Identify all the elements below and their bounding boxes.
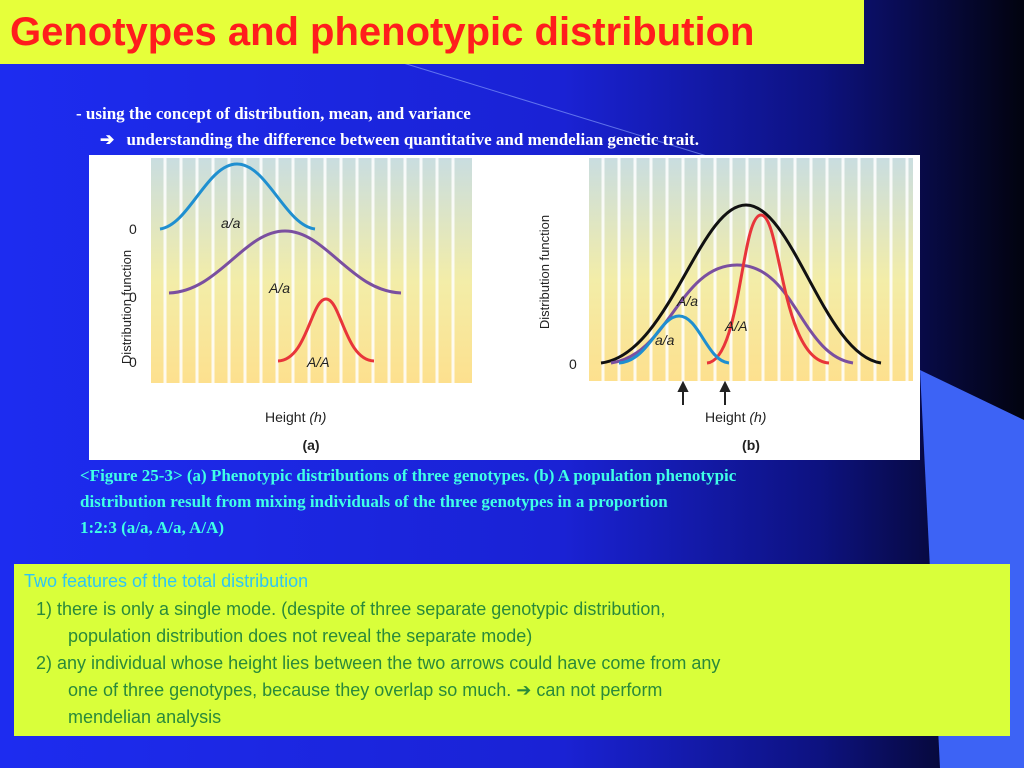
features-box: Two features of the total distribution 1… xyxy=(14,564,1010,736)
features-heading: Two features of the total distribution xyxy=(24,571,309,591)
caption-line-2: distribution result from mixing individu… xyxy=(80,492,668,511)
curve-label-Aa: A/a xyxy=(268,280,290,296)
diagonal-light-line xyxy=(399,61,721,161)
curve-b-aa xyxy=(618,314,730,365)
panel-b-ylabel: Distribution function xyxy=(537,215,552,329)
panel-b-xlabel: Height (h) xyxy=(705,409,766,425)
arrow-icon: ➔ xyxy=(100,130,115,149)
curve-b-AA xyxy=(706,213,830,365)
feature-line: 2) any individual whose height lies betw… xyxy=(36,653,721,673)
arrow-icon-right xyxy=(719,380,731,405)
curve-label-AA: A/A xyxy=(306,354,330,370)
feature-line: 1) there is only a single mode. (despite… xyxy=(36,599,666,619)
caption-line-3: 1:2:3 (a/a, A/a, A/A) xyxy=(80,518,225,537)
intro-line-2-text: understanding the difference between qua… xyxy=(126,130,699,149)
figure-caption: <Figure 25-3> (a) Phenotypic distributio… xyxy=(80,463,980,541)
panel-a-xlabel: Height (h) xyxy=(265,409,326,425)
panel-a-zero-tick: 0 xyxy=(129,354,137,370)
title-banner: Genotypes and phenotypic distribution xyxy=(0,0,864,64)
panel-b-label: (b) xyxy=(742,437,760,453)
panel-a-grid xyxy=(163,158,455,383)
feature-line: population distribution does not reveal … xyxy=(68,626,533,646)
panel-a-plot-area xyxy=(151,158,472,383)
feature-line: one of three genotypes, because they ove… xyxy=(68,680,663,700)
panel-a-zero-tick: 0 xyxy=(129,221,137,237)
curve-a-AA xyxy=(277,297,375,363)
panel-a-label: (a) xyxy=(302,437,319,453)
panel-b-grid xyxy=(601,158,909,381)
curve-a-Aa xyxy=(168,229,402,295)
panel-b-plot-area xyxy=(589,158,913,381)
panel-a-ylabel: Distribution function xyxy=(119,250,134,364)
curve-a-aa xyxy=(159,162,316,231)
figure-25-3: Distribution function 0 0 0 a/a A/a A/A … xyxy=(89,155,920,460)
curve-label-AA: A/A xyxy=(724,318,748,334)
arrow-icon-left xyxy=(677,380,689,405)
panel-b: Distribution function 0 A/a a/a A/A Heig… xyxy=(537,158,913,453)
page-title: Genotypes and phenotypic distribution xyxy=(10,10,755,54)
feature-line: mendelian analysis xyxy=(68,707,222,727)
intro-line-2: ➔ understanding the difference between q… xyxy=(100,129,699,151)
caption-line-1: <Figure 25-3> (a) Phenotypic distributio… xyxy=(80,466,737,485)
curve-label-Aa: A/a xyxy=(676,293,698,309)
curve-label-aa: a/a xyxy=(655,332,675,348)
panel-a-zero-tick: 0 xyxy=(129,289,137,305)
panel-a: Distribution function 0 0 0 a/a A/a A/A … xyxy=(119,158,472,453)
curve-b-total xyxy=(600,203,882,365)
intro-line-1: - using the concept of distribution, mea… xyxy=(76,104,471,123)
panel-b-zero-tick: 0 xyxy=(569,356,577,372)
curve-label-aa: a/a xyxy=(221,215,241,231)
